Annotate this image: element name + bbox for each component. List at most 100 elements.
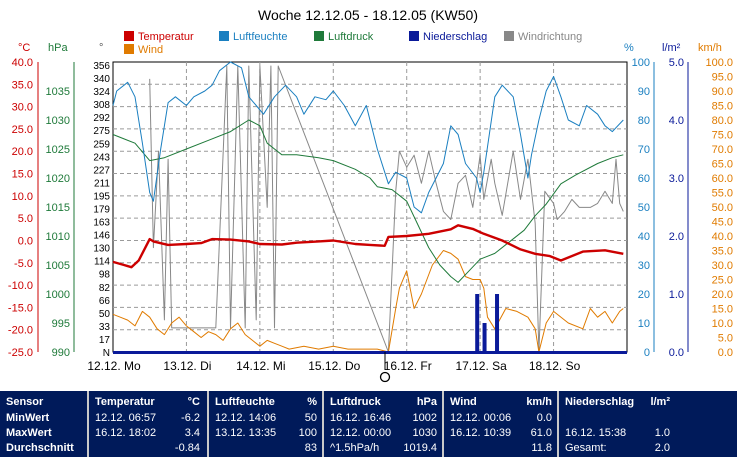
cell-humidity: 50 xyxy=(304,412,317,424)
plot-area xyxy=(112,61,628,353)
unit-temp: °C xyxy=(18,42,30,54)
rain-bar xyxy=(475,294,480,352)
row-label: MaxWert xyxy=(6,427,52,439)
tick-humidity: 80 xyxy=(638,115,650,127)
cell-pressure-time: 16.12. 16:46 xyxy=(330,412,392,424)
tick-wind: 15.0 xyxy=(712,304,733,316)
tick-wind: 10.0 xyxy=(712,318,733,330)
cell-rain: 2.0 xyxy=(654,442,670,454)
tick-pressure: 1025 xyxy=(46,144,70,156)
tick-direction: N xyxy=(103,348,110,359)
tick-humidity: 70 xyxy=(638,144,650,156)
cell-humidity-time: 12.12. 14:06 xyxy=(215,412,277,424)
column-separator xyxy=(557,391,559,457)
header-wind-unit: km/h xyxy=(526,396,552,408)
cell-pressure: 1019.4 xyxy=(403,442,437,454)
tick-direction: 179 xyxy=(93,205,110,216)
cell-rain-time: 16.12. 15:38 xyxy=(565,427,627,439)
tick-direction: 98 xyxy=(99,270,111,281)
cell-wind: 11.8 xyxy=(531,442,552,454)
tick-temp: 35.0 xyxy=(12,79,33,91)
rain-bar xyxy=(482,323,487,352)
series-luftdruck xyxy=(112,119,624,283)
legend-swatch xyxy=(409,31,419,41)
tick-pressure: 1030 xyxy=(46,115,70,127)
tick-direction: 340 xyxy=(93,74,110,85)
column-separator xyxy=(87,391,89,457)
cell-humidity-time: 13.12. 13:35 xyxy=(215,427,277,439)
header-humidity-unit: % xyxy=(307,396,317,408)
header-rain: Niederschlag xyxy=(565,396,635,408)
cell-humidity: 83 xyxy=(304,442,317,454)
tick-direction: 292 xyxy=(93,113,110,124)
series-temperatur xyxy=(112,224,624,269)
tick-wind: 50.0 xyxy=(712,202,733,214)
tick-wind: 100.0 xyxy=(705,57,733,69)
series-luftfeuchte xyxy=(112,61,624,214)
row-label: MinWert xyxy=(6,412,50,424)
tick-temp: 0.0 xyxy=(18,235,33,247)
header-rain-unit: l/m² xyxy=(650,396,670,408)
tick-pressure: 1005 xyxy=(46,260,70,272)
tick-temp: -5.0 xyxy=(14,258,33,270)
tick-temp: -25.0 xyxy=(8,347,33,359)
tick-temp: 5.0 xyxy=(18,213,33,225)
series-windrichtung xyxy=(149,65,624,353)
tick-humidity: 60 xyxy=(638,173,650,185)
tick-temp: -15.0 xyxy=(8,302,33,314)
unit-wind: km/h xyxy=(698,42,722,54)
tick-temp: 10.0 xyxy=(12,191,33,203)
column-separator xyxy=(207,391,209,457)
cell-humidity: 100 xyxy=(298,427,317,439)
tick-humidity: 10 xyxy=(638,318,650,330)
cell-pressure-time: ^1.5hPa/h xyxy=(330,442,380,454)
tick-wind: 60.0 xyxy=(712,173,733,185)
legend-swatch xyxy=(124,31,134,41)
tick-x: 18.12. So xyxy=(529,359,581,373)
tick-x: 17.12. Sa xyxy=(455,359,507,373)
tick-pressure: 1020 xyxy=(46,173,70,185)
tick-wind: 40.0 xyxy=(712,231,733,243)
tick-direction: 33 xyxy=(99,322,111,333)
rain-bar xyxy=(495,294,500,352)
tick-wind: 5.0 xyxy=(718,333,733,345)
tick-direction: 211 xyxy=(94,178,110,189)
tick-pressure: 1015 xyxy=(46,202,70,214)
cell-wind: 61.0 xyxy=(530,427,552,439)
tick-temp: 25.0 xyxy=(12,124,33,136)
cell-pressure-time: 12.12. 00:00 xyxy=(330,427,392,439)
column-separator xyxy=(322,391,324,457)
cell-temp-time: 16.12. 18:02 xyxy=(95,427,157,439)
tick-temp: 30.0 xyxy=(12,102,33,114)
header-sensor: Sensor xyxy=(6,396,44,408)
tick-direction: 227 xyxy=(93,165,110,176)
tick-rain: 4.0 xyxy=(669,115,684,127)
header-temp-unit: °C xyxy=(187,396,200,408)
tick-wind: 75.0 xyxy=(712,130,733,142)
tick-wind: 65.0 xyxy=(712,159,733,171)
tick-pressure: 990 xyxy=(52,347,70,359)
tick-direction: 146 xyxy=(93,231,110,242)
unit-pressure: hPa xyxy=(48,42,68,54)
legend-label: Luftfeuchte xyxy=(233,31,287,43)
tick-direction: 324 xyxy=(93,87,110,98)
tick-direction: 356 xyxy=(93,61,110,72)
cell-temp-time: 12.12. 06:57 xyxy=(95,412,157,424)
tick-direction: 114 xyxy=(94,257,110,268)
tick-x: 16.12. Fr xyxy=(384,359,432,373)
tick-direction: 66 xyxy=(99,296,111,307)
tick-rain: 1.0 xyxy=(669,289,684,301)
tick-wind: 95.0 xyxy=(712,72,733,84)
tick-wind: 90.0 xyxy=(712,86,733,98)
tick-x: 12.12. Mo xyxy=(87,359,141,373)
tick-rain: 3.0 xyxy=(669,173,684,185)
tick-pressure: 1000 xyxy=(46,289,70,301)
cell-wind-time: 16.12. 10:39 xyxy=(450,427,512,439)
tick-wind: 80.0 xyxy=(712,115,733,127)
header-pressure: Luftdruck xyxy=(330,396,381,408)
tick-x: 15.12. Do xyxy=(308,359,360,373)
header-humidity: Luftfeuchte xyxy=(215,396,275,408)
tick-wind: 35.0 xyxy=(712,246,733,258)
cell-temp: -6.2 xyxy=(181,412,200,424)
cell-pressure: 1002 xyxy=(412,412,437,424)
